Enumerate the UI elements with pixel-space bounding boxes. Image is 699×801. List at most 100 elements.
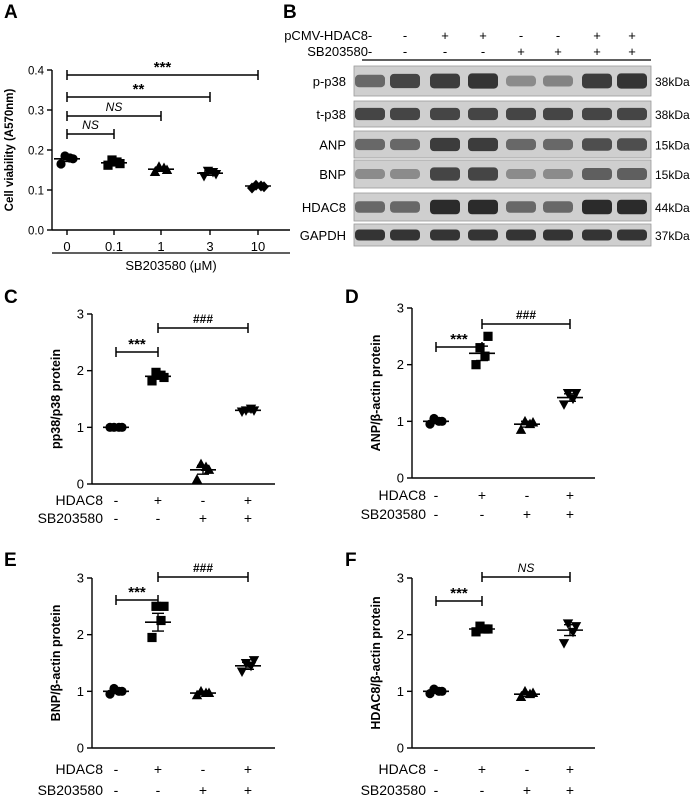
blot-band: [506, 201, 536, 213]
blot-header-sign: -: [368, 44, 372, 59]
blot-band: [582, 199, 612, 215]
data-point: [195, 458, 207, 469]
treatment-sign: +: [566, 506, 574, 522]
blot-band: [430, 229, 460, 241]
blot-band: [355, 138, 385, 151]
y-tick-label: 3: [397, 301, 404, 316]
blot-band: [430, 107, 460, 121]
blot-band: [355, 169, 385, 179]
data-point: [558, 400, 570, 410]
treatment-row-label: HDAC8: [379, 761, 427, 777]
y-axis-label: pp38/p38 protein: [49, 349, 63, 449]
blot-band: [543, 229, 573, 241]
blot-header-sign: +: [517, 44, 525, 59]
blot-band: [390, 169, 420, 179]
blot-strip: [353, 223, 652, 247]
blot-band: [468, 167, 498, 181]
treatment-sign: +: [566, 761, 574, 777]
y-tick-label: 3: [77, 571, 84, 586]
y-tick-label: 0.3: [28, 106, 44, 118]
y-tick-label: 2: [397, 357, 404, 372]
y-tick-label: 1: [77, 684, 84, 699]
blot-header-sign: +: [593, 28, 601, 43]
significance-label: ***: [450, 331, 468, 348]
treatment-row-label: HDAC8: [56, 761, 104, 777]
blot-header-sign: -: [368, 28, 372, 43]
data-point: [149, 166, 161, 176]
y-tick-label: 2: [397, 627, 404, 642]
significance-label: ###: [193, 312, 213, 326]
panel-letter-e: E: [4, 550, 17, 571]
treatment-sign: -: [114, 510, 119, 526]
treatment-sign: +: [154, 492, 162, 508]
blot-band: [617, 229, 647, 241]
treatment-sign: -: [525, 761, 530, 777]
treatment-sign: +: [478, 761, 486, 777]
y-tick-label: 0.1: [28, 186, 44, 198]
blot-header-sign: -: [443, 44, 447, 59]
y-axis-label: HDAC8/β-actin protein: [369, 596, 383, 729]
blot-band: [543, 201, 573, 213]
data-point: [480, 351, 490, 361]
blot-band: [582, 73, 612, 89]
treatment-sign: +: [199, 510, 207, 526]
data-point: [117, 686, 127, 696]
blot-band: [355, 107, 385, 121]
y-tick-label: 1: [77, 420, 84, 435]
blot-band: [390, 73, 420, 89]
treatment-row-label: SB203580: [38, 782, 104, 798]
blot-header-sign: +: [479, 28, 487, 43]
y-tick-label: 1: [397, 684, 404, 699]
significance-label: **: [133, 81, 145, 98]
y-axis-label: BNP/β-actin protein: [49, 605, 63, 722]
x-tick-label: 1: [157, 239, 164, 254]
data-point: [527, 416, 539, 427]
x-axis-label: SB203580 (μM): [125, 258, 216, 273]
data-point: [203, 687, 215, 698]
blot-band: [506, 138, 536, 151]
blot-band: [582, 107, 612, 121]
blot-band: [468, 137, 498, 152]
y-tick-label: 0: [77, 741, 84, 756]
data-point: [195, 685, 207, 696]
panel-letter-f: F: [345, 550, 357, 571]
data-point: [570, 622, 582, 632]
blot-kda-label: 38kDa: [655, 75, 690, 89]
treatment-sign: -: [156, 510, 161, 526]
data-point: [558, 639, 570, 649]
data-point: [562, 389, 574, 399]
blot-header-label: SB203580: [307, 44, 368, 59]
significance-label: ###: [193, 561, 213, 575]
blot-band: [543, 169, 573, 179]
blot-band: [390, 107, 420, 121]
panel-a-chart: 0.0 0.1 0.2 0.3 0.4 Cell viability (A570nm) 0 0…: [4, 59, 290, 273]
significance-label: NS: [106, 100, 123, 114]
blot-band: [543, 75, 573, 87]
x-tick-label: 0: [63, 239, 70, 254]
data-point: [210, 170, 222, 180]
data-point: [202, 166, 214, 177]
blot-header-sign: +: [628, 28, 636, 43]
blot-protein-label: p-p38: [313, 74, 346, 89]
data-point: [68, 154, 78, 164]
blot-header-sign: +: [441, 28, 449, 43]
treatment-sign: -: [480, 506, 485, 522]
data-point: [151, 601, 161, 611]
data-point: [471, 360, 481, 370]
data-point: [248, 406, 260, 416]
treatment-sign: +: [566, 487, 574, 503]
data-point: [109, 683, 119, 694]
blot-band: [617, 138, 647, 151]
data-point: [153, 161, 165, 171]
blot-band: [506, 107, 536, 121]
significance-label: ***: [128, 336, 146, 353]
data-point: [519, 415, 531, 426]
treatment-sign: +: [244, 782, 252, 798]
x-tick-label: 3: [206, 239, 213, 254]
blot-protein-label: HDAC8: [302, 200, 346, 215]
blot-kda-label: 15kDa: [655, 168, 690, 182]
